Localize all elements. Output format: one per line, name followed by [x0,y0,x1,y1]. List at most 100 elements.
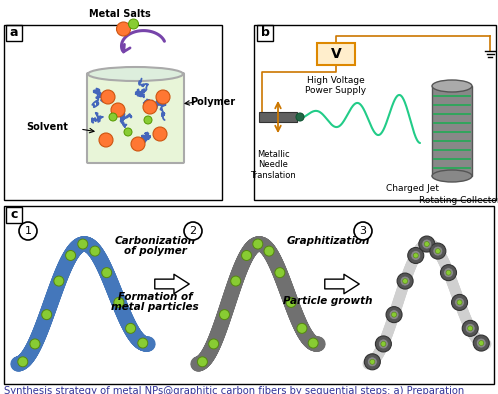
Circle shape [444,268,454,278]
Circle shape [468,326,473,331]
Circle shape [99,133,113,147]
Circle shape [117,22,130,36]
Circle shape [54,276,64,286]
Circle shape [124,128,132,136]
Text: Polymer: Polymer [190,97,236,107]
Circle shape [253,239,263,249]
Circle shape [19,222,37,240]
Text: Charged Jet: Charged Jet [385,184,439,193]
Circle shape [42,310,52,320]
Circle shape [465,323,475,333]
Bar [6,25,22,41]
Text: Rotating Collector: Rotating Collector [419,195,498,204]
Text: Graphitization: Graphitization [286,236,370,246]
Circle shape [66,251,76,260]
Text: c: c [10,208,18,221]
Text: b: b [260,26,269,39]
Circle shape [422,239,432,249]
Circle shape [308,338,318,348]
Circle shape [264,246,274,256]
Bar [432,86,472,176]
Circle shape [296,113,304,121]
Circle shape [424,242,429,247]
Circle shape [397,273,413,289]
Text: 2: 2 [189,226,197,236]
Circle shape [462,320,478,336]
Ellipse shape [88,67,183,81]
Circle shape [354,222,372,240]
Circle shape [111,103,125,117]
Circle shape [430,243,446,259]
Circle shape [479,340,484,346]
Circle shape [370,359,375,364]
Bar [4,25,222,200]
Bar [6,207,22,223]
Circle shape [386,307,402,323]
Circle shape [368,357,377,367]
Circle shape [101,90,115,104]
Circle shape [476,338,486,348]
Circle shape [441,265,457,281]
Circle shape [413,253,418,258]
Circle shape [435,249,440,254]
Circle shape [455,297,465,307]
FancyBboxPatch shape [317,43,355,65]
Circle shape [411,251,421,260]
Circle shape [90,246,100,256]
Circle shape [286,297,296,307]
Circle shape [381,342,386,346]
Text: 3: 3 [360,226,367,236]
FancyArrowPatch shape [325,274,359,294]
Bar [259,112,297,122]
Text: High Voltage
Power Supply: High Voltage Power Supply [305,76,367,95]
Circle shape [391,312,396,317]
Circle shape [473,335,489,351]
FancyArrowPatch shape [155,274,189,294]
Circle shape [452,294,468,310]
Circle shape [400,276,410,286]
Text: Formation of: Formation of [118,292,192,302]
Bar [4,206,494,384]
Circle shape [128,19,138,29]
Text: 1: 1 [24,226,31,236]
Text: Solvent: Solvent [26,122,68,132]
Ellipse shape [432,170,472,182]
Text: of polymer: of polymer [124,246,186,256]
Circle shape [419,236,435,252]
Circle shape [30,339,40,349]
Circle shape [153,127,167,141]
Circle shape [138,338,148,348]
Text: a: a [10,26,18,39]
Circle shape [184,222,202,240]
Text: Carbonization: Carbonization [115,236,196,246]
Circle shape [402,279,407,284]
Text: metal particles: metal particles [111,302,199,312]
Circle shape [78,239,88,249]
Circle shape [197,357,207,367]
Circle shape [457,300,462,305]
Circle shape [378,339,388,349]
Circle shape [242,251,251,260]
Circle shape [408,247,424,264]
Circle shape [156,90,170,104]
Circle shape [433,246,443,256]
Circle shape [446,270,451,275]
Text: Metallic
Needle
Translation: Metallic Needle Translation [250,150,296,180]
Circle shape [297,323,307,333]
Circle shape [275,268,285,278]
Circle shape [125,323,135,333]
Text: Metal Salts: Metal Salts [89,9,150,19]
FancyBboxPatch shape [87,73,184,163]
Circle shape [365,354,380,370]
Text: Particle growth: Particle growth [283,296,373,306]
Circle shape [220,310,230,320]
Circle shape [143,100,157,114]
Ellipse shape [432,80,472,92]
Circle shape [114,297,124,307]
Circle shape [109,113,117,121]
Bar [254,25,496,200]
Circle shape [375,336,391,352]
Circle shape [18,357,28,367]
Circle shape [102,268,112,278]
Bar [257,25,273,41]
